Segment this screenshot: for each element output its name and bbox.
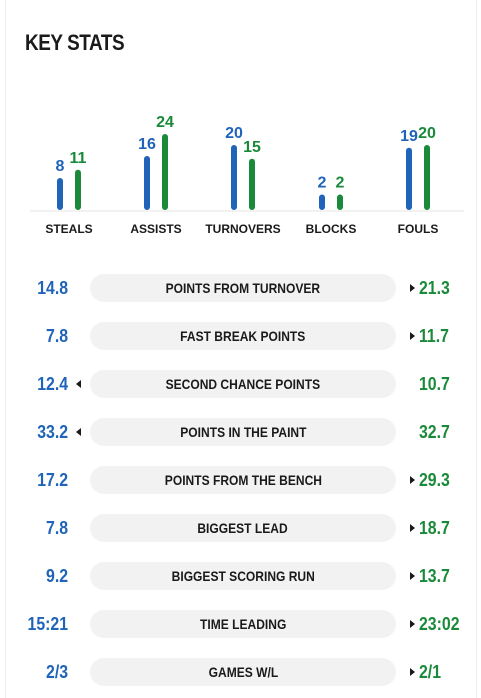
leader-arrow-right-icon	[410, 668, 415, 676]
home-value: 33.2	[37, 422, 68, 442]
bar-value-label: 16	[138, 136, 156, 153]
away-value: 18.7	[419, 518, 450, 538]
stat-label: TIME LEADING	[90, 610, 396, 638]
stat-label-text: TIME LEADING	[199, 616, 287, 632]
bar-turnovers-home	[231, 145, 237, 210]
stat-label: GAMES W/L	[90, 658, 396, 686]
stat-label: BIGGEST LEAD	[90, 514, 396, 542]
bar-value-label: 2	[318, 175, 327, 192]
bar-value-label: 11	[70, 150, 87, 167]
stat-label-text: POINTS FROM TURNOVER	[165, 280, 321, 296]
home-value: 15:21	[27, 614, 68, 634]
stat-label: SECOND CHANCE POINTS	[90, 370, 396, 398]
stat-label-text: POINTS FROM THE BENCH	[164, 472, 322, 488]
bar-value-label: 15	[243, 139, 261, 156]
away-value: 10.7	[419, 374, 450, 394]
leader-arrow-right-icon	[410, 332, 415, 340]
bar-assists-away	[162, 134, 168, 210]
category-label: TURNOVERS	[205, 222, 280, 236]
bar-blocks-home	[319, 194, 325, 210]
leader-arrow-right-icon	[410, 620, 415, 628]
key-stats-card: KEY STATS 8 11 STEALS 16 24 ASSISTS 20 15 TURNOV…	[5, 0, 477, 698]
away-value: 13.7	[419, 566, 450, 586]
stat-label: POINTS IN THE PAINT	[90, 418, 396, 446]
category-label: FOULS	[398, 222, 439, 236]
home-value: 14.8	[37, 278, 68, 298]
bar-steals-home	[57, 178, 63, 210]
page-title: KEY STATS	[25, 30, 125, 55]
away-value: 2/1	[419, 662, 442, 682]
stat-label-text: BIGGEST LEAD	[197, 520, 289, 536]
stat-row: 7.8 BIGGEST LEAD 18.7	[6, 513, 478, 543]
leader-arrow-right-icon	[410, 572, 415, 580]
stat-row: 17.2 POINTS FROM THE BENCH 29.3	[6, 465, 478, 495]
home-value: 7.8	[45, 518, 68, 538]
stat-label-text: GAMES W/L	[208, 664, 278, 680]
stat-row: 15:21 TIME LEADING 23:02	[6, 609, 478, 639]
leader-arrow-right-icon	[410, 284, 415, 292]
home-value: 2/3	[45, 662, 68, 682]
stat-row: 2/3 GAMES W/L 2/1	[6, 657, 478, 687]
bar-value-label: 8	[56, 158, 65, 175]
stat-row: 33.2 POINTS IN THE PAINT 32.7	[6, 417, 478, 447]
bar-blocks-away	[337, 194, 343, 210]
stat-row: 9.2 BIGGEST SCORING RUN 13.7	[6, 561, 478, 591]
category-label: STEALS	[45, 222, 92, 236]
home-value: 9.2	[45, 566, 68, 586]
leader-arrow-left-icon	[76, 428, 81, 436]
stat-label: POINTS FROM TURNOVER	[90, 274, 396, 302]
stat-row: 14.8 POINTS FROM TURNOVER 21.3	[6, 273, 478, 303]
away-value: 11.7	[419, 326, 449, 346]
stat-row: 7.8 FAST BREAK POINTS 11.7	[6, 321, 478, 351]
stat-row: 12.4 SECOND CHANCE POINTS 10.7	[6, 369, 478, 399]
away-value: 32.7	[419, 422, 450, 442]
stat-label: FAST BREAK POINTS	[90, 322, 396, 350]
home-value: 12.4	[37, 374, 68, 394]
stat-label: POINTS FROM THE BENCH	[90, 466, 396, 494]
stat-label: BIGGEST SCORING RUN	[90, 562, 396, 590]
home-value: 17.2	[37, 470, 68, 490]
away-value: 21.3	[419, 278, 450, 298]
stat-label-text: BIGGEST SCORING RUN	[171, 568, 315, 584]
bar-steals-away	[75, 169, 81, 210]
stat-label-text: SECOND CHANCE POINTS	[165, 376, 321, 392]
bar-value-label: 19	[400, 128, 418, 145]
home-value: 7.8	[45, 326, 68, 346]
category-label: ASSISTS	[130, 222, 181, 236]
bar-value-label: 2	[336, 175, 345, 192]
leader-arrow-left-icon	[76, 380, 81, 388]
stat-label-text: FAST BREAK POINTS	[180, 328, 306, 344]
bar-assists-home	[144, 156, 150, 210]
bar-fouls-away	[424, 145, 430, 210]
category-label: BLOCKS	[306, 222, 357, 236]
away-value: 29.3	[419, 470, 450, 490]
bar-value-label: 20	[225, 125, 243, 142]
leader-arrow-right-icon	[410, 524, 415, 532]
away-value: 23:02	[419, 614, 460, 634]
stat-label-text: POINTS IN THE PAINT	[179, 424, 307, 440]
bar-value-label: 24	[156, 114, 174, 131]
bar-value-label: 20	[418, 125, 436, 142]
bar-turnovers-away	[249, 158, 255, 210]
bar-fouls-home	[406, 147, 412, 210]
leader-arrow-right-icon	[410, 476, 415, 484]
